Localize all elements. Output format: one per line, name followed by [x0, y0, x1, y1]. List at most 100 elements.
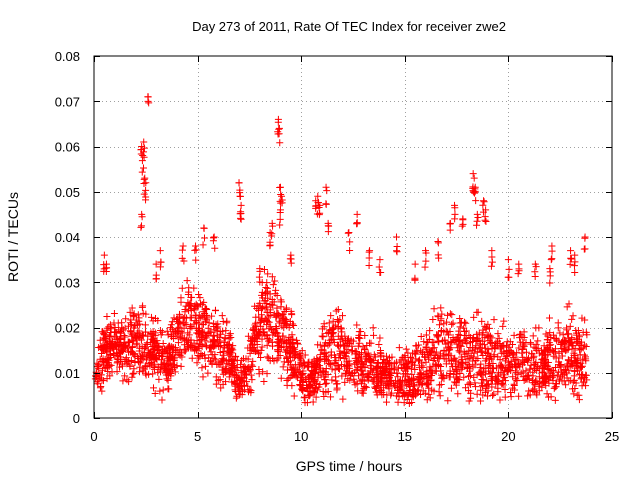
data-point — [127, 327, 135, 335]
data-point — [577, 345, 585, 353]
data-point — [562, 381, 570, 389]
data-point-peak — [458, 222, 466, 230]
data-point — [139, 367, 147, 375]
data-point — [475, 344, 483, 352]
data-point — [255, 328, 263, 336]
data-point — [141, 321, 149, 329]
data-point-peak — [548, 255, 556, 263]
data-point — [580, 341, 588, 349]
data-point-peak — [152, 271, 160, 279]
data-point-peak — [140, 148, 148, 156]
data-point — [322, 355, 330, 363]
data-point — [437, 380, 445, 388]
data-point — [117, 334, 125, 342]
data-point — [183, 314, 191, 322]
data-point — [260, 317, 268, 325]
data-point — [408, 398, 416, 406]
data-point — [354, 364, 362, 372]
data-point — [575, 339, 583, 347]
data-point-peak — [138, 222, 146, 230]
data-point — [151, 389, 159, 397]
data-point — [361, 363, 369, 371]
data-point — [402, 345, 410, 353]
data-point — [479, 391, 487, 399]
data-point — [283, 366, 291, 374]
data-point — [296, 380, 304, 388]
data-point — [373, 382, 381, 390]
data-point — [473, 348, 481, 356]
data-point — [453, 340, 461, 348]
data-point — [272, 286, 280, 294]
data-point — [576, 346, 584, 354]
y-tick-label: 0 — [73, 411, 80, 426]
data-point — [151, 365, 159, 373]
data-point — [470, 349, 478, 357]
data-point-peak — [237, 209, 245, 217]
data-point — [487, 332, 495, 340]
data-point — [524, 392, 532, 400]
data-point — [570, 376, 578, 384]
data-point — [272, 323, 280, 331]
data-point — [162, 369, 170, 377]
data-point-peak — [100, 251, 108, 259]
data-point — [525, 372, 533, 380]
data-point — [223, 360, 231, 368]
data-point — [263, 308, 271, 316]
data-point — [338, 328, 346, 336]
data-point — [282, 305, 290, 313]
data-point — [488, 383, 496, 391]
data-point — [446, 345, 454, 353]
data-point — [251, 330, 259, 338]
y-tick-label: 0.08 — [55, 49, 80, 64]
data-point — [312, 379, 320, 387]
data-point — [183, 336, 191, 344]
data-point — [276, 351, 284, 359]
data-point — [492, 375, 500, 383]
data-point-peak — [102, 267, 110, 275]
data-point — [345, 357, 353, 365]
data-point — [224, 349, 232, 357]
data-point — [452, 365, 460, 373]
data-point — [411, 365, 419, 373]
data-point — [499, 381, 507, 389]
data-point — [238, 376, 246, 384]
data-point — [132, 332, 140, 340]
data-point-peak — [365, 262, 373, 270]
data-point — [362, 355, 370, 363]
data-point — [383, 398, 391, 406]
data-point — [452, 381, 460, 389]
data-point-peak — [514, 270, 522, 278]
data-point — [257, 353, 265, 361]
data-point — [425, 381, 433, 389]
data-point — [551, 396, 559, 404]
data-point — [191, 347, 199, 355]
data-point — [575, 396, 583, 404]
data-point-peak — [178, 254, 186, 262]
data-point — [489, 365, 497, 373]
data-point-peak — [255, 273, 263, 281]
data-point — [301, 399, 309, 407]
data-point-peak — [376, 256, 384, 264]
data-point-peak — [201, 234, 209, 242]
data-point — [126, 361, 134, 369]
data-point — [237, 383, 245, 391]
data-point — [543, 345, 551, 353]
data-point — [430, 305, 438, 313]
data-point — [100, 330, 108, 338]
data-point — [583, 331, 591, 339]
data-point — [490, 351, 498, 359]
data-point — [434, 312, 442, 320]
data-point — [490, 316, 498, 324]
data-point — [164, 376, 172, 384]
data-point — [155, 375, 163, 383]
data-point — [201, 305, 209, 313]
data-point — [484, 367, 492, 375]
data-point — [122, 341, 130, 349]
data-point-peak — [325, 222, 333, 230]
data-point — [264, 313, 272, 321]
data-point-peak — [471, 189, 479, 197]
data-point-peak — [581, 234, 589, 242]
data-point — [315, 383, 323, 391]
data-point — [240, 378, 248, 386]
data-point — [326, 336, 334, 344]
